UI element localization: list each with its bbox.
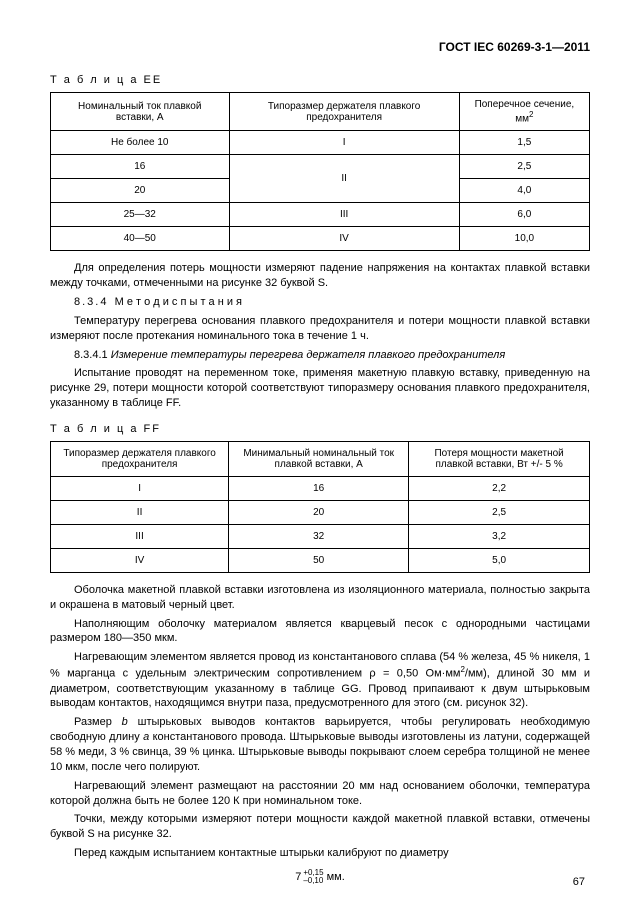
td: 16	[229, 476, 409, 500]
page-number: 67	[573, 876, 585, 888]
th: Номинальный ток плавкой вставки, А	[51, 93, 230, 131]
td: 25—32	[51, 203, 230, 227]
td: 16	[51, 155, 230, 179]
paragraph: Температуру перегрева основания плавкого…	[50, 314, 590, 344]
td: 50	[229, 548, 409, 572]
table-ee-label: Т а б л и ц а EE	[50, 74, 590, 86]
td: 20	[229, 500, 409, 524]
td: 3,2	[409, 524, 590, 548]
table-ff: Типоразмер держателя плавкого предохрани…	[50, 441, 590, 573]
td: 2,5	[459, 155, 589, 179]
formula: 7+0,15–0,10 мм.	[50, 869, 590, 885]
td: 2,2	[409, 476, 590, 500]
th: Потеря мощности макетной плавкой вставки…	[409, 441, 590, 476]
table-row: 40—50 IV 10,0	[51, 227, 590, 251]
td: 40—50	[51, 227, 230, 251]
paragraph: Испытание проводят на переменном токе, п…	[50, 366, 590, 411]
th: Типоразмер держателя плавкого предохрани…	[51, 441, 229, 476]
table-row: Типоразмер держателя плавкого предохрани…	[51, 441, 590, 476]
td: 32	[229, 524, 409, 548]
td: II	[229, 155, 459, 203]
th: Минимальный номинальный ток плавкой вста…	[229, 441, 409, 476]
td: III	[229, 203, 459, 227]
td: III	[51, 524, 229, 548]
section-heading: 8.3.4 М е т о д и с п ы т а н и я	[50, 295, 590, 310]
paragraph: Размер b штырьковых выводов контактов ва…	[50, 715, 590, 774]
paragraph: Наполняющим оболочку материалом является…	[50, 617, 590, 647]
th: Типоразмер держателя плавкого предохрани…	[229, 93, 459, 131]
table-row: II 20 2,5	[51, 500, 590, 524]
table-ee: Номинальный ток плавкой вставки, А Типор…	[50, 92, 590, 251]
paragraph: Оболочка макетной плавкой вставки изгото…	[50, 583, 590, 613]
table-row: 25—32 III 6,0	[51, 203, 590, 227]
td: I	[51, 476, 229, 500]
table-ff-label: Т а б л и ц а FF	[50, 423, 590, 435]
td: 6,0	[459, 203, 589, 227]
td: IV	[51, 548, 229, 572]
doc-header: ГОСТ IEC 60269-3-1—2011	[50, 40, 590, 54]
section-heading: 8.3.4.1 Измерение температуры перегрева …	[50, 348, 590, 363]
td: 2,5	[409, 500, 590, 524]
td: I	[229, 131, 459, 155]
td: Не более 10	[51, 131, 230, 155]
td: II	[51, 500, 229, 524]
paragraph: Нагревающим элементом является провод из…	[50, 650, 590, 711]
th: Поперечное сечение, мм2	[459, 93, 589, 131]
td: IV	[229, 227, 459, 251]
table-row: Не более 10 I 1,5	[51, 131, 590, 155]
td: 10,0	[459, 227, 589, 251]
paragraph: Для определения потерь мощности измеряют…	[50, 261, 590, 291]
table-row: IV 50 5,0	[51, 548, 590, 572]
paragraph: Перед каждым испытанием контактные штырь…	[50, 846, 590, 861]
paragraph: Точки, между которыми измеряют потери мо…	[50, 812, 590, 842]
td: 1,5	[459, 131, 589, 155]
table-row: 16 II 2,5	[51, 155, 590, 179]
table-row: I 16 2,2	[51, 476, 590, 500]
page: ГОСТ IEC 60269-3-1—2011 Т а б л и ц а EE…	[0, 0, 630, 913]
paragraph: Нагревающий элемент размещают на расстоя…	[50, 779, 590, 809]
table-row: Номинальный ток плавкой вставки, А Типор…	[51, 93, 590, 131]
td: 4,0	[459, 179, 589, 203]
td: 20	[51, 179, 230, 203]
table-row: III 32 3,2	[51, 524, 590, 548]
td: 5,0	[409, 548, 590, 572]
